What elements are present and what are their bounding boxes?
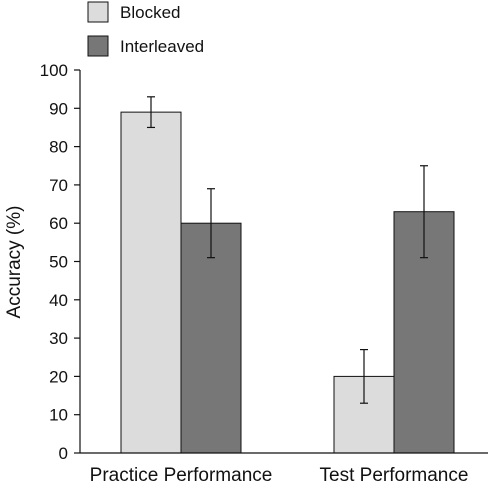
y-tick-label: 50 bbox=[49, 253, 68, 272]
y-axis: 0 10 20 30 40 50 60 70 80 90 100 bbox=[40, 61, 81, 463]
x-category-label: Practice Performance bbox=[90, 465, 273, 486]
bar-blocked-1 bbox=[120, 111, 182, 454]
y-tick-label: 60 bbox=[49, 214, 68, 233]
y-tick-label: 100 bbox=[40, 61, 68, 80]
y-tick-label: 20 bbox=[49, 367, 68, 386]
legend-label-interleaved: Interleaved bbox=[120, 37, 204, 56]
y-tick-label: 30 bbox=[49, 329, 68, 348]
y-tick-label: 90 bbox=[49, 99, 68, 118]
y-tick-label: 40 bbox=[49, 291, 68, 310]
y-axis-title: Accuracy (%) bbox=[4, 206, 25, 319]
legend: Blocked Interleaved bbox=[87, 1, 204, 57]
y-tick-label: 80 bbox=[49, 138, 68, 157]
y-tick-label: 10 bbox=[49, 406, 68, 425]
x-axis: Practice Performance Test Performance bbox=[80, 452, 488, 486]
legend-label-blocked: Blocked bbox=[120, 3, 180, 22]
bars bbox=[120, 96, 455, 454]
y-tick-label: 70 bbox=[49, 176, 68, 195]
y-tick-label: 0 bbox=[59, 444, 68, 463]
legend-swatch-blocked bbox=[87, 1, 109, 23]
legend-swatch-interleaved bbox=[87, 35, 109, 57]
x-category-label: Test Performance bbox=[320, 465, 469, 486]
bar-interleaved-1 bbox=[180, 222, 242, 454]
